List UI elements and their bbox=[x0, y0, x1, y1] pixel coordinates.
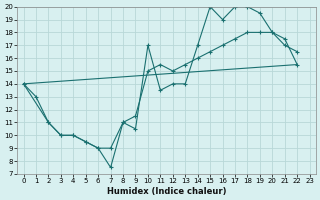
X-axis label: Humidex (Indice chaleur): Humidex (Indice chaleur) bbox=[107, 187, 226, 196]
